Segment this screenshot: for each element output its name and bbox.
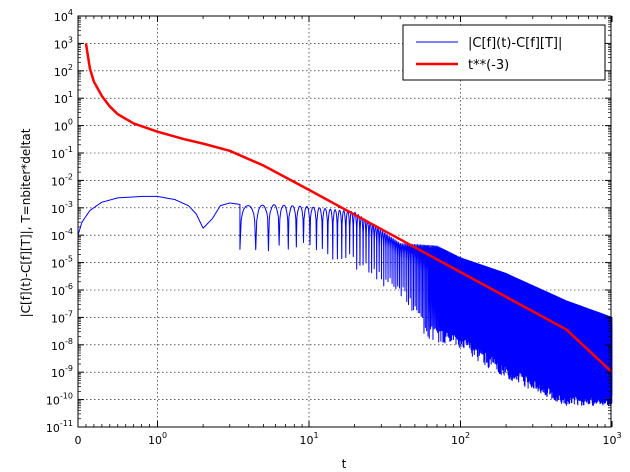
y-tick-label: 10-7 (51, 309, 73, 325)
y-tick-label: 10-5 (51, 255, 73, 271)
legend: |C[f](t)-C[f][T]| t**(-3) (403, 25, 605, 80)
y-tick-label: 103 (54, 35, 73, 51)
y-tick-label: 10-1 (51, 145, 73, 161)
x-tick-label: 101 (299, 431, 318, 447)
y-tick-label: 10-2 (51, 172, 73, 188)
y-axis-title: |C[f](t)-C[f][T]|, T=nbiter*deltat (19, 128, 33, 317)
y-tick-label: 10-3 (51, 200, 73, 216)
x-tick-label: 103 (602, 431, 621, 447)
y-tick-label: 10-8 (51, 337, 73, 353)
y-tick-label: 10-10 (46, 392, 73, 408)
y-tick-labels: 10-11 10-10 10-9 10-8 10-7 10-6 10-5 10-4 10-3 10… (46, 8, 73, 435)
y-tick-label: 101 (54, 90, 73, 106)
y-tick-label: 10-6 (51, 282, 73, 298)
y-tick-label: 102 (54, 63, 73, 79)
x-tick-label: 102 (451, 431, 470, 447)
y-tick-label: 10-9 (51, 364, 73, 380)
y-tick-label: 104 (54, 8, 73, 24)
series-layer (78, 43, 612, 405)
x-tick-label: 100 (148, 431, 167, 447)
series-line-abs-diff (78, 196, 612, 405)
y-tick-label: 10-4 (51, 227, 73, 243)
x-tick-labels: 0 100 101 102 103 (75, 431, 622, 447)
y-tick-label: 10-11 (46, 419, 73, 435)
x-axis-title: t (342, 457, 347, 471)
y-tick-label: 100 (54, 118, 73, 134)
legend-label-abs-diff: |C[f](t)-C[f][T]| (468, 36, 562, 51)
legend-label-t-pow-minus-3: t**(-3) (468, 58, 509, 73)
x-tick-label: 0 (75, 434, 82, 447)
